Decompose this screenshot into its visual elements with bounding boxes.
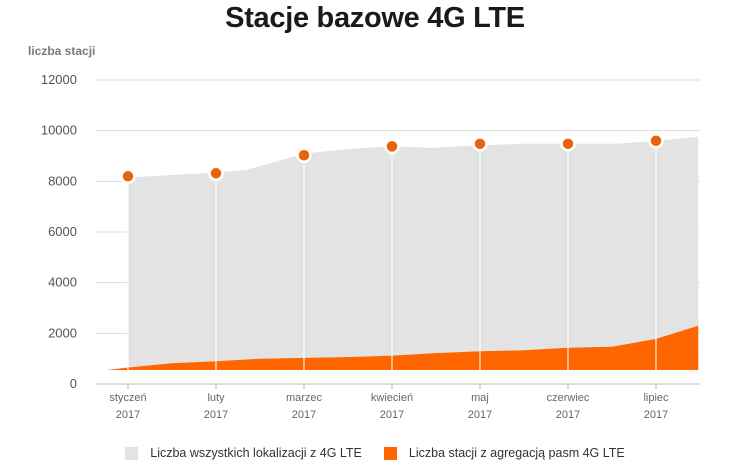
area-series-1 (106, 325, 699, 371)
marker-2 (296, 147, 312, 163)
x-tick-year-6: 2017 (644, 409, 668, 421)
y-tick-8000: 8000 (48, 173, 77, 188)
x-tick-year-1: 2017 (204, 409, 228, 421)
x-tick-month-5: czerwiec (547, 392, 590, 404)
x-tick-year-3: 2017 (380, 409, 404, 421)
markers (120, 133, 664, 185)
legend-item-all-sites: Liczba wszystkich lokalizacji z 4G LTE (125, 446, 362, 460)
x-tick-month-6: lipiec (643, 392, 669, 404)
y-tick-4000: 4000 (48, 275, 77, 290)
x-tick-year-0: 2017 (116, 409, 140, 421)
marker-0 (120, 168, 136, 185)
marker-1 (208, 165, 224, 181)
area-series-0 (128, 136, 699, 370)
marker-5 (560, 136, 576, 152)
legend: Liczba wszystkich lokalizacji z 4G LTE L… (0, 446, 750, 460)
marker-6 (648, 133, 664, 149)
x-tick-month-0: styczeń (109, 392, 146, 404)
legend-swatch-orange (383, 446, 397, 460)
y-tick-10000: 10000 (41, 123, 77, 138)
legend-swatch-gray (125, 446, 139, 460)
x-tick-month-2: marzec (286, 392, 323, 404)
x-tick-year-2: 2017 (292, 409, 316, 421)
area-chart: 0 2000 4000 6000 8000 10000 12000 styczeń 2017 l… (41, 72, 700, 421)
x-tick-month-4: maj (471, 392, 489, 404)
x-tick-labels: styczeń 2017 luty 2017 marzec 2017 kwiecień 201… (109, 392, 669, 421)
chart-title: Stacje bazowe 4G LTE (225, 2, 525, 34)
legend-label-all-sites: Liczba wszystkich lokalizacji z 4G LTE (150, 446, 362, 460)
x-tick-year-4: 2017 (468, 409, 492, 421)
y-tick-0: 0 (70, 376, 77, 391)
x-tick-year-5: 2017 (556, 409, 580, 421)
marker-3 (384, 138, 400, 155)
axes (96, 383, 700, 389)
y-tick-6000: 6000 (48, 224, 77, 239)
y-tick-2000: 2000 (48, 325, 77, 340)
category-lines (127, 146, 657, 389)
x-tick-month-3: kwiecień (371, 392, 413, 404)
marker-4 (472, 136, 488, 152)
x-tick-month-1: luty (207, 392, 225, 404)
legend-label-aggregation: Liczba stacji z agregacją pasm 4G LTE (408, 446, 625, 460)
y-tick-12000: 12000 (41, 72, 77, 87)
legend-item-aggregation: Liczba stacji z agregacją pasm 4G LTE (383, 446, 625, 460)
y-tick-labels: 0 2000 4000 6000 8000 10000 12000 (41, 72, 77, 391)
areas (106, 136, 699, 371)
y-axis-label: liczba stacji (28, 44, 96, 58)
